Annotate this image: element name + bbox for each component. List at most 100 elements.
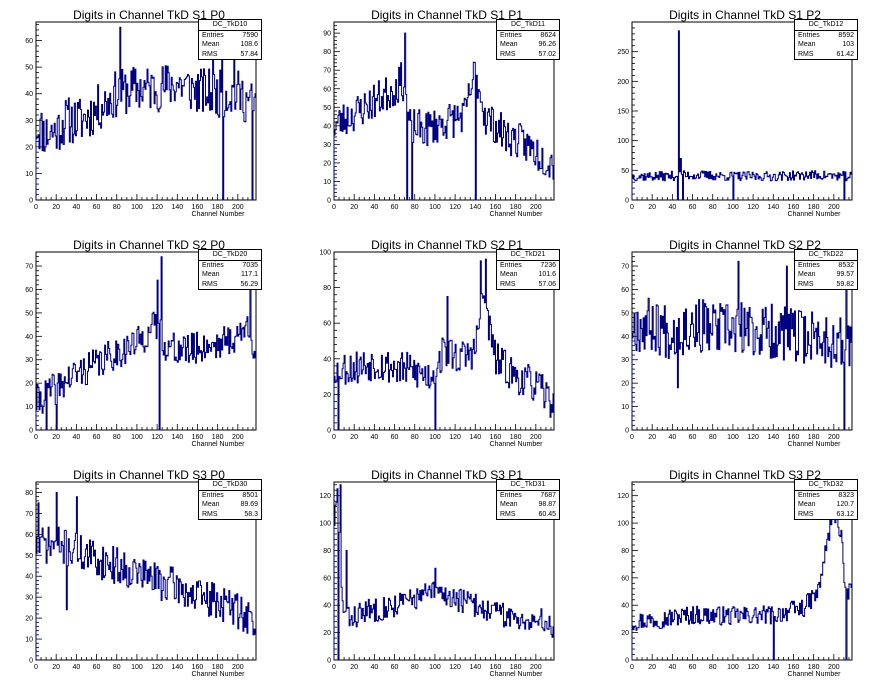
x-tick-label: 40	[370, 434, 378, 441]
y-tick-label: 70	[621, 264, 629, 271]
stats-box: DC_TkD21 Entries 7236 Mean 101.6 RMS 57.06	[496, 249, 560, 290]
histogram-pad: Digits in Channel TkD S3 P2 0 20 40 60 80 100 1…	[596, 460, 894, 690]
x-tick-label: 160	[490, 664, 502, 671]
histogram-plot: 0 20 40 60 80 100 120 140 160 180 200 0 20 40 60 80 100 C…	[319, 250, 555, 448]
stats-value: 63.12	[836, 510, 854, 518]
histogram-series	[35, 256, 256, 431]
x-tick-label: 60	[391, 204, 399, 211]
x-tick-label: 80	[411, 204, 419, 211]
y-tick-label: 80	[25, 490, 33, 497]
stats-label: RMS	[798, 280, 814, 288]
y-tick-label: 50	[25, 310, 33, 317]
x-tick-label: 180	[212, 204, 224, 211]
stats-box: DC_TkD22 Entries 8532 Mean 99.57 RMS 59.82	[794, 249, 858, 290]
x-tick-label: 20	[648, 664, 656, 671]
x-tick-label: 120	[449, 434, 461, 441]
x-tick-label: 100	[727, 664, 739, 671]
y-tick-label: 60	[621, 575, 629, 582]
x-tick-label: 120	[151, 204, 163, 211]
stats-box: DC_TkD30 Entries 8501 Mean 89.69 RMS 58.3	[198, 479, 262, 520]
stats-row-rms: RMS 60.45	[497, 510, 559, 520]
stats-name: DC_TkD22	[795, 250, 857, 261]
y-tick-label: 20	[25, 144, 33, 151]
histogram-plot: 0 20 40 60 80 100 120 140 160 180 200 0 10 20 30 40 50 60…	[621, 251, 853, 448]
histogram-plot: 0 20 40 60 80 100 120 140 160 180 200 0 50 100 150 200 2…	[617, 21, 853, 218]
stats-label: Mean	[798, 41, 816, 48]
x-tick-label: 40	[72, 664, 80, 671]
x-tick-label: 120	[449, 664, 461, 671]
histogram-series	[35, 26, 256, 201]
x-tick-label: 60	[93, 204, 101, 211]
y-tick-label: 100	[319, 521, 331, 528]
y-tick-label: 60	[323, 321, 331, 328]
x-tick-label: 80	[113, 434, 121, 441]
stats-label: Mean	[798, 501, 816, 508]
y-tick-label: 40	[621, 603, 629, 610]
stats-row-mean: Mean 108.6	[199, 40, 261, 50]
x-tick-label: 0	[630, 204, 634, 211]
x-tick-label: 180	[808, 664, 820, 671]
x-axis-title: Channel Number	[788, 211, 842, 218]
x-axis-title: Channel Number	[192, 441, 246, 448]
histogram-pad: Digits in Channel TkD S2 P0 0 20 40 60 80 100 1…	[0, 230, 298, 460]
chart-title: Digits in Channel TkD S3 P0	[73, 468, 225, 482]
x-tick-label: 180	[510, 434, 522, 441]
stats-value: 60.45	[538, 510, 556, 518]
chart-title: Digits in Channel TkD S2 P0	[73, 238, 225, 252]
histogram-plot: 0 20 40 60 80 100 120 140 160 180 200 0 20 40 60 80 100 1…	[319, 481, 555, 678]
y-tick-label: 100	[319, 250, 331, 257]
x-tick-label: 160	[788, 664, 800, 671]
y-tick-label: 50	[25, 65, 33, 72]
x-tick-label: 100	[131, 204, 143, 211]
y-tick-label: 60	[25, 532, 33, 539]
stats-value: 99.57	[836, 271, 854, 278]
x-tick-label: 20	[648, 434, 656, 441]
y-tick-label: 0	[29, 428, 33, 435]
stats-label: Mean	[500, 41, 518, 48]
stats-row-rms: RMS 56.29	[199, 280, 261, 290]
x-tick-label: 120	[747, 664, 759, 671]
stats-box: DC_TkD12 Entries 8592 Mean 103 RMS 61.42	[794, 19, 858, 60]
stats-label: Entries	[202, 31, 224, 39]
x-tick-label: 120	[449, 204, 461, 211]
y-tick-label: 70	[25, 511, 33, 518]
x-tick-label: 160	[192, 204, 204, 211]
y-tick-label: 30	[25, 595, 33, 602]
x-axis-title: Channel Number	[490, 211, 544, 218]
chart-title: Digits in Channel TkD S1 P2	[669, 8, 821, 22]
histogram-pad: Digits in Channel TkD S1 P0 0 20 40 60 80 100 1…	[0, 0, 298, 230]
x-tick-label: 140	[171, 664, 183, 671]
stats-box: DC_TkD20 Entries 7035 Mean 117.1 RMS 56.29	[198, 249, 262, 290]
stats-box: DC_TkD11 Entries 8624 Mean 96.26 RMS 57.02	[496, 19, 560, 60]
x-tick-label: 0	[332, 434, 336, 441]
stats-row-entries: Entries 8532	[795, 261, 857, 271]
stats-value: 8501	[242, 491, 258, 499]
y-tick-label: 20	[323, 160, 331, 167]
y-tick-label: 40	[323, 123, 331, 130]
histogram-pad: Digits in Channel TkD S3 P1 0 20 40 60 80 100 1…	[298, 460, 596, 690]
stats-box: DC_TkD32 Entries 8323 Mean 120.7 RMS 63.12	[794, 479, 858, 520]
y-tick-label: 40	[25, 334, 33, 341]
stats-value: 7590	[242, 31, 258, 39]
x-tick-label: 140	[767, 204, 779, 211]
x-tick-label: 0	[34, 664, 38, 671]
y-tick-label: 250	[617, 49, 629, 56]
stats-name: DC_TkD20	[199, 250, 261, 261]
x-tick-label: 0	[630, 664, 634, 671]
histogram-pad: Digits in Channel TkD S1 P1 0 20 40 60 80 100 1…	[298, 0, 596, 230]
stats-row-mean: Mean 101.6	[497, 270, 559, 280]
stats-label: Mean	[202, 41, 220, 48]
stats-name: DC_TkD31	[497, 480, 559, 491]
y-tick-label: 0	[29, 658, 33, 665]
stats-label: Entries	[202, 491, 224, 499]
histogram-pad: Digits in Channel TkD S1 P2 0 20 40 60 80 100 1…	[596, 0, 894, 230]
y-tick-label: 80	[323, 285, 331, 292]
y-tick-label: 120	[319, 493, 331, 500]
x-tick-label: 20	[350, 434, 358, 441]
x-tick-label: 160	[192, 664, 204, 671]
stats-row-rms: RMS 57.06	[497, 280, 559, 290]
stats-box: DC_TkD31 Entries 7687 Mean 98.87 RMS 60.45	[496, 479, 560, 520]
x-tick-label: 80	[113, 204, 121, 211]
x-tick-label: 100	[131, 664, 143, 671]
stats-value: 120.7	[836, 501, 854, 508]
